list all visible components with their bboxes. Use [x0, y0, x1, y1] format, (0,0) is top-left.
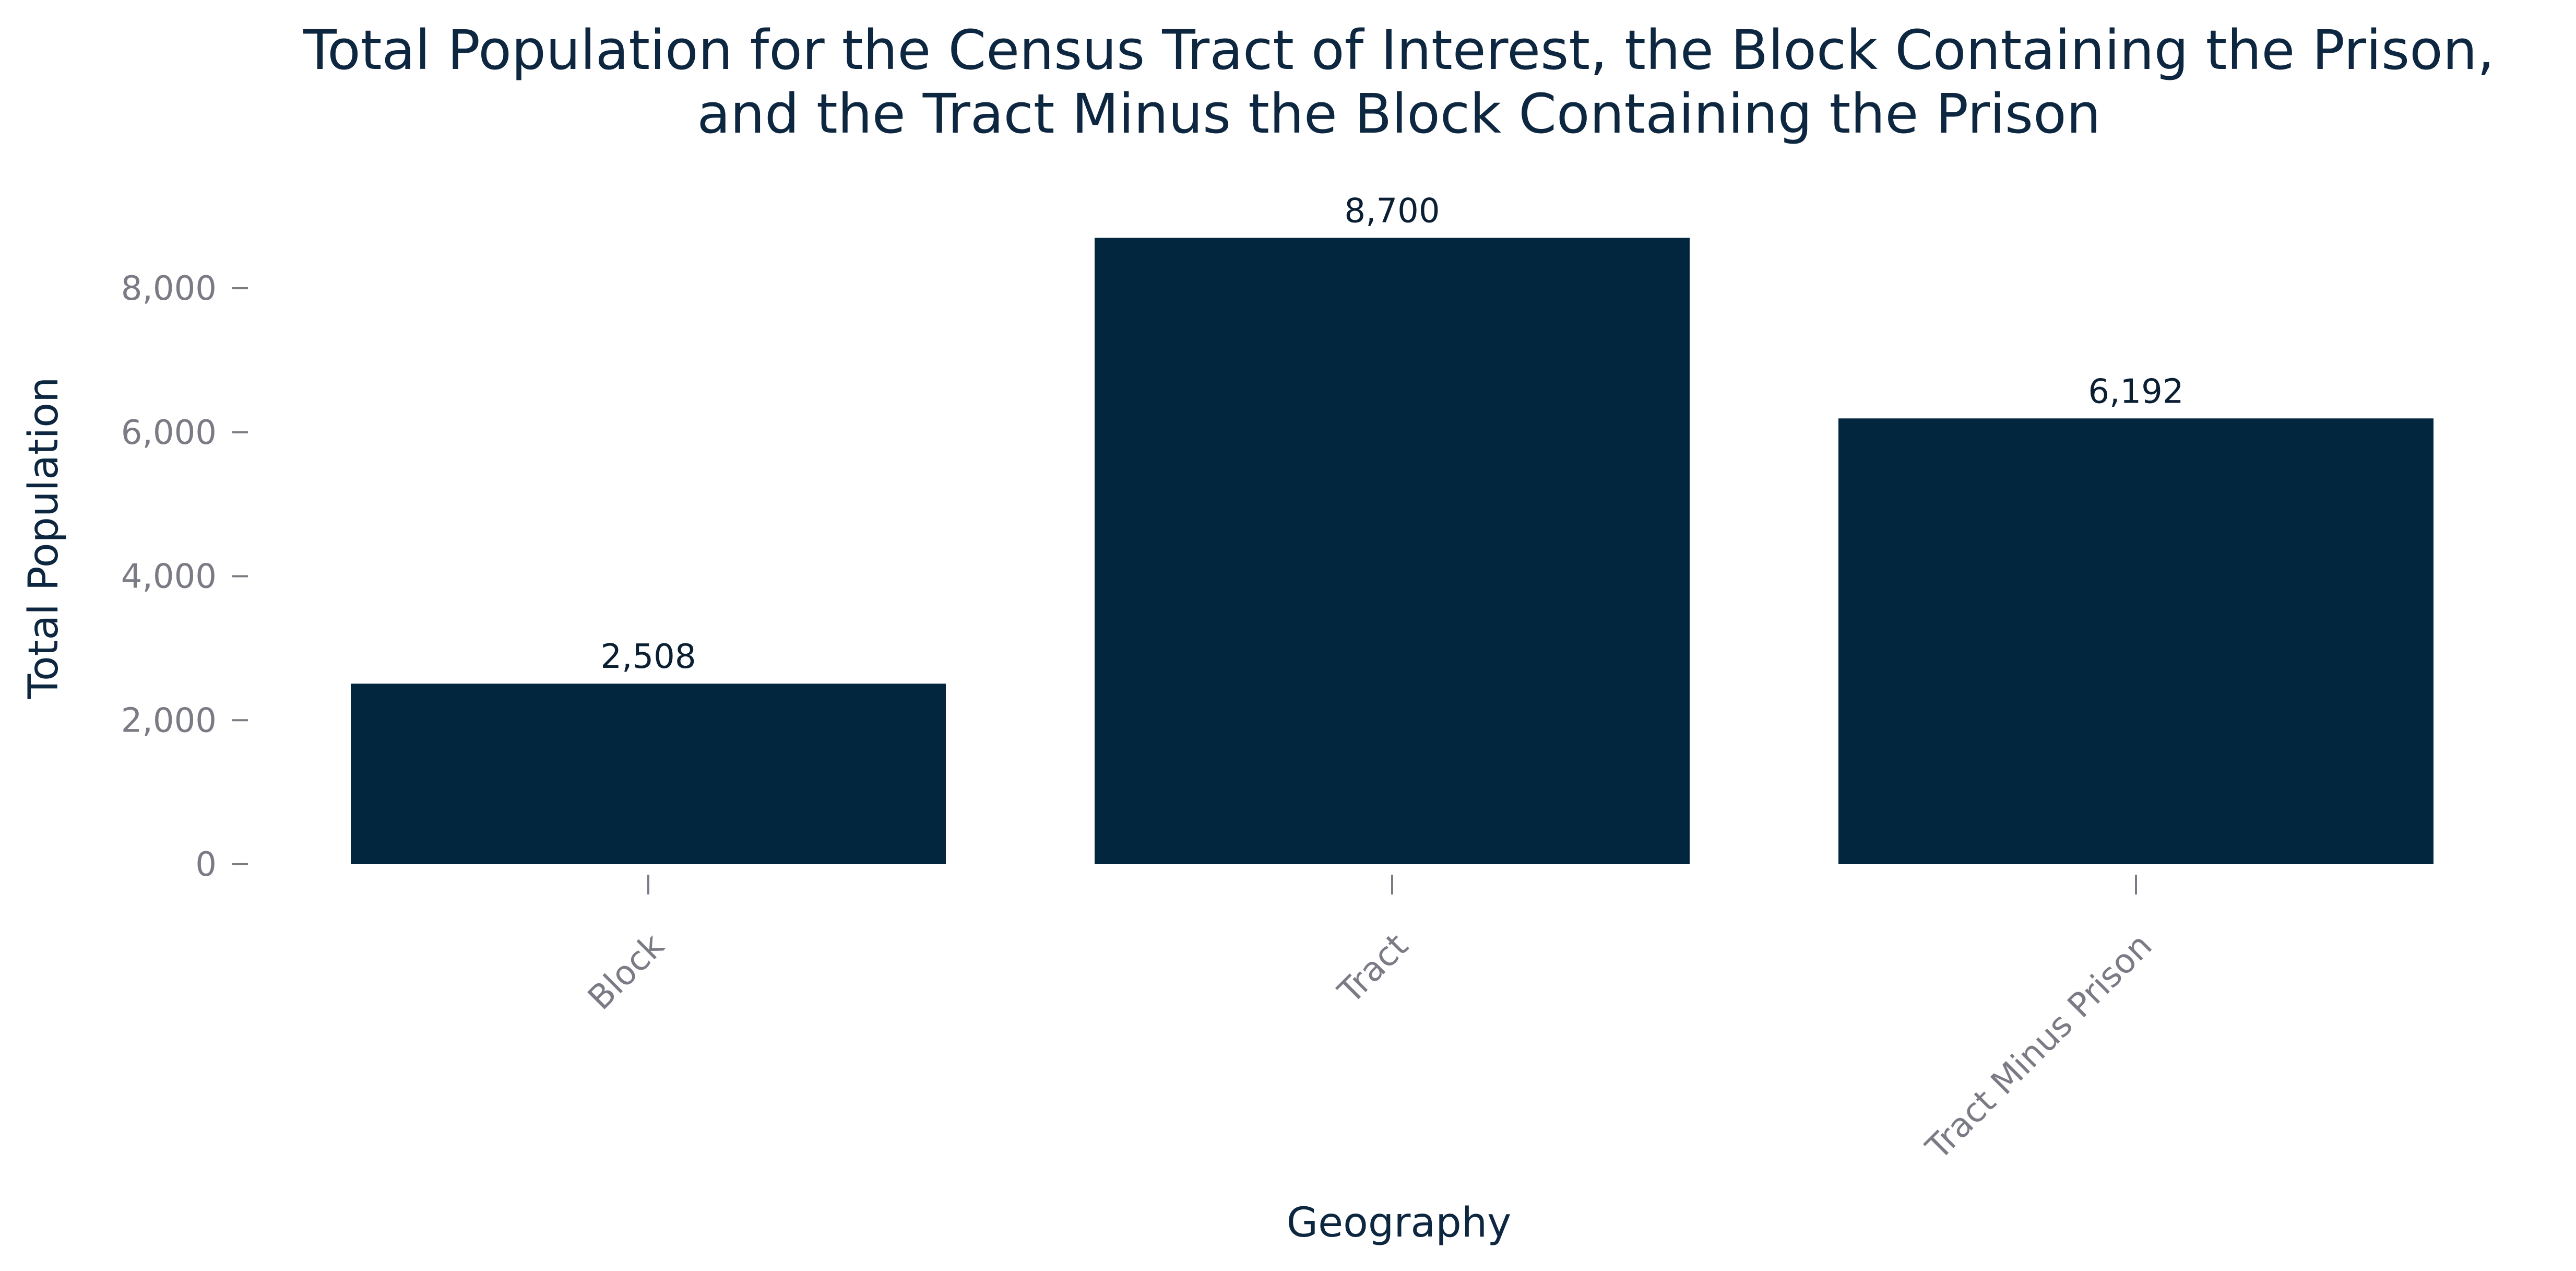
- y-tick-label: 6,000: [121, 414, 217, 452]
- bar-block: [351, 684, 946, 864]
- x-axis: Block Tract Tract Minus Prison: [581, 875, 2159, 1168]
- bar-tract: [1095, 238, 1690, 864]
- x-tick-label: Block: [581, 926, 672, 1018]
- x-tick-label: Tract Minus Prison: [1918, 926, 2159, 1168]
- chart-title-line-1: Total Population for the Census Tract of…: [303, 18, 2494, 82]
- y-tick-label: 8,000: [121, 269, 217, 308]
- bar-tract-minus-prison: [1838, 418, 2433, 864]
- y-tick-label: 0: [195, 845, 217, 884]
- bar-value-label: 8,700: [1344, 192, 1440, 230]
- bar-value-labels: 2,508 8,700 6,192: [600, 192, 2183, 676]
- y-axis: 0 2,000 4,000 6,000 8,000: [121, 269, 248, 884]
- y-axis-title: Total Population: [20, 377, 67, 700]
- bar-value-label: 2,508: [600, 638, 696, 676]
- y-tick-label: 2,000: [121, 701, 217, 740]
- x-axis-title: Geography: [1287, 1199, 1512, 1246]
- y-tick-label: 4,000: [121, 558, 217, 596]
- bars: [351, 238, 2433, 864]
- chart-title: Total Population for the Census Tract of…: [303, 18, 2494, 146]
- bar-value-label: 6,192: [2088, 372, 2183, 411]
- x-tick-label: Tract: [1331, 926, 1416, 1011]
- chart-title-line-2: and the Tract Minus the Block Containing…: [697, 82, 2100, 146]
